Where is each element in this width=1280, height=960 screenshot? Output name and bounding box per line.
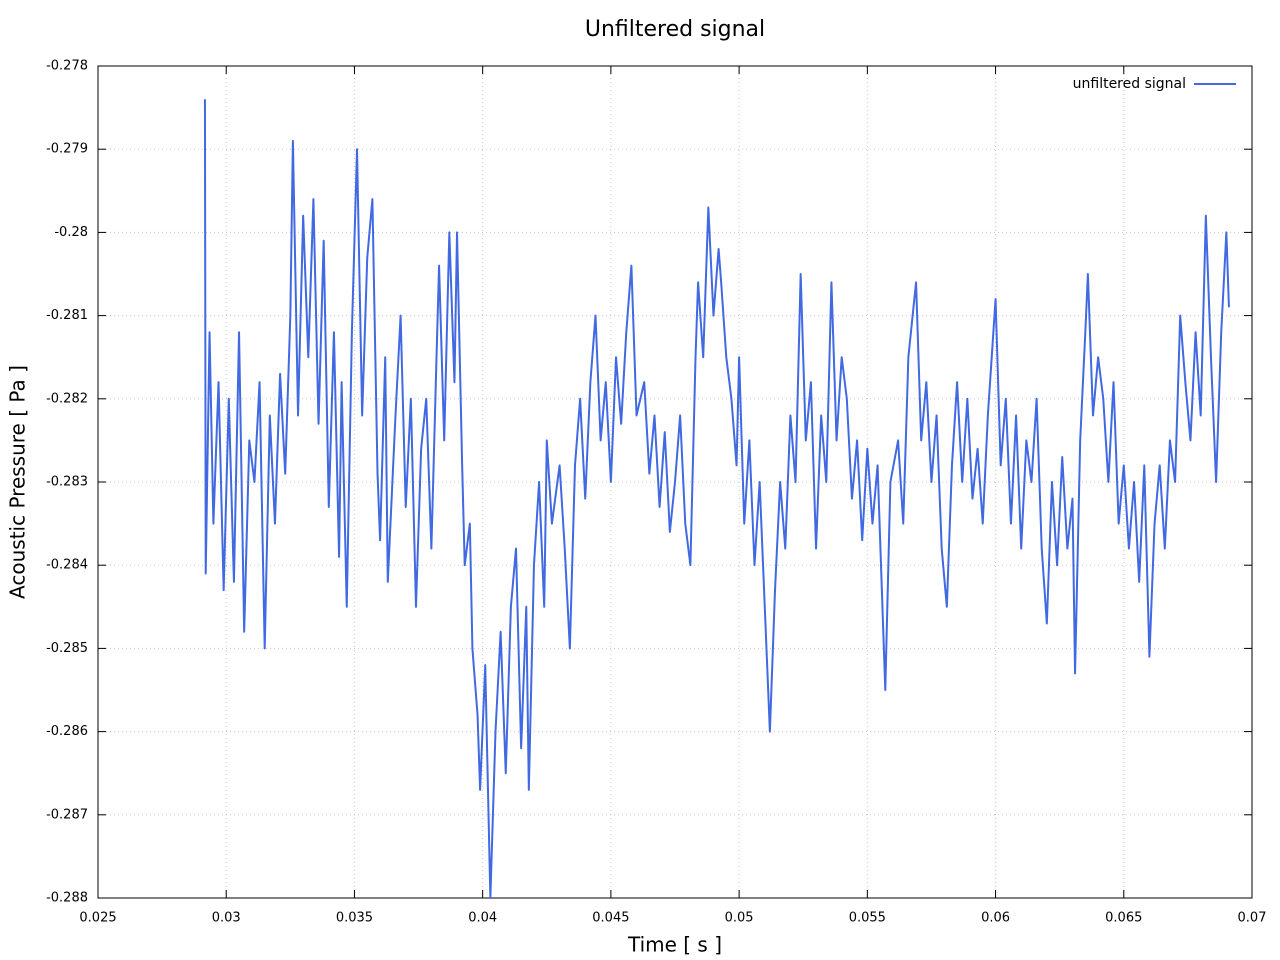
x-tick-label: 0.055 — [849, 911, 886, 926]
y-axis-label: Acoustic Pressure [ Pa ] — [6, 365, 30, 599]
x-tick-label: 0.06 — [981, 911, 1010, 926]
x-tick-label: 0.065 — [1105, 911, 1142, 926]
x-tick-label: 0.04 — [468, 911, 497, 926]
x-tick-label: 0.05 — [725, 911, 754, 926]
y-tick-label: -0.287 — [46, 807, 88, 822]
y-tick-label: -0.286 — [46, 724, 88, 739]
y-tick-label: -0.279 — [46, 142, 88, 157]
y-tick-label: -0.28 — [54, 225, 88, 240]
x-tick-label: 0.045 — [592, 911, 629, 926]
x-tick-label: 0.03 — [212, 911, 241, 926]
y-tick-label: -0.281 — [46, 308, 88, 323]
y-tick-label: -0.288 — [46, 891, 88, 906]
y-tick-label: -0.284 — [46, 558, 88, 573]
x-tick-label: 0.07 — [1238, 911, 1267, 926]
chart-title: Unfiltered signal — [585, 17, 765, 42]
x-tick-label: 0.025 — [79, 911, 116, 926]
y-tick-label: -0.283 — [46, 475, 88, 490]
data-line — [203, 99, 1230, 899]
y-tick-label: -0.285 — [46, 641, 88, 656]
x-axis-label: Time [ s ] — [627, 933, 722, 957]
y-tick-label: -0.282 — [46, 391, 88, 406]
legend-label: unfiltered signal — [1073, 76, 1186, 92]
y-tick-label: -0.278 — [46, 59, 88, 74]
plot-border — [97, 65, 1253, 899]
x-tick-label: 0.035 — [336, 911, 373, 926]
